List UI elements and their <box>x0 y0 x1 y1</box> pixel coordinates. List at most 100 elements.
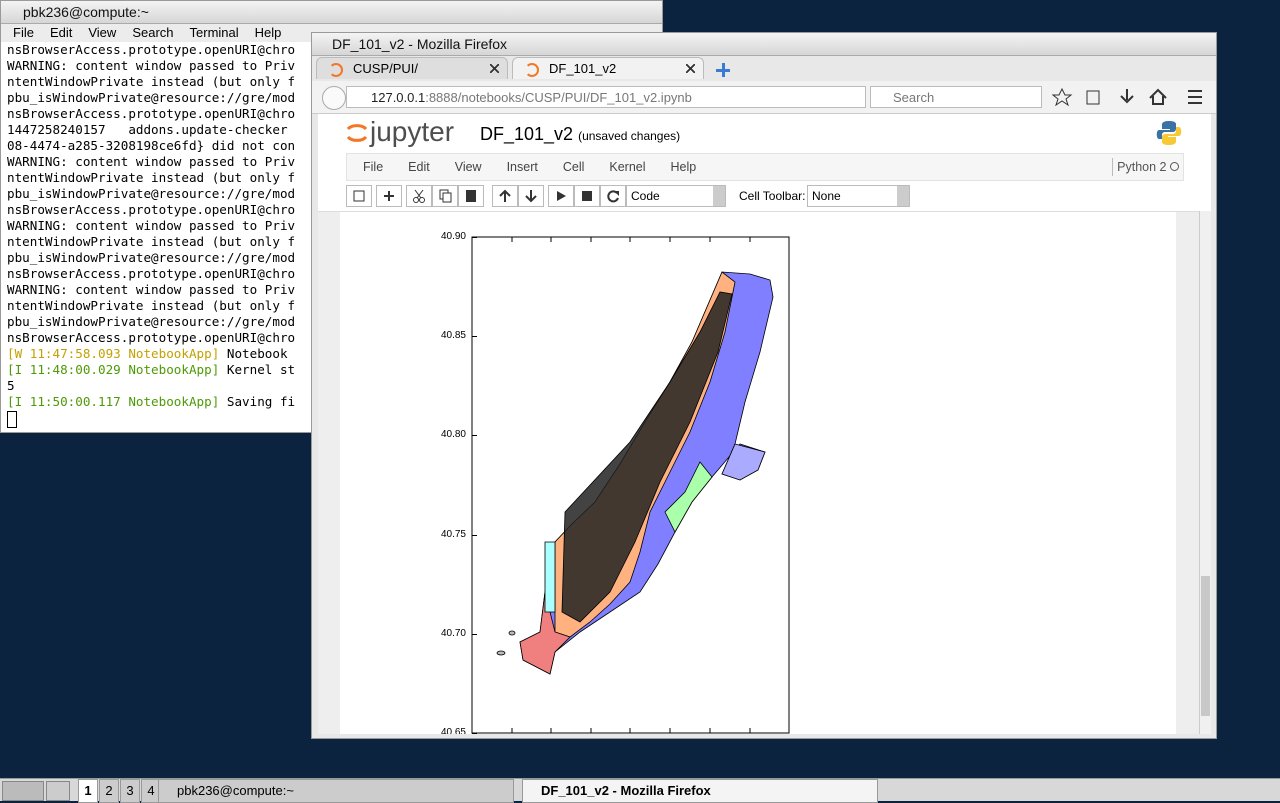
interrupt-button[interactable] <box>574 185 600 207</box>
firefox-titlebar: DF_101_v2 - Mozilla Firefox <box>312 33 1216 56</box>
terminal-titlebar: pbk236@compute:~ <box>1 1 662 24</box>
scrollbar-thumb[interactable] <box>1201 576 1210 716</box>
scrollbar[interactable] <box>1199 211 1211 734</box>
log-tag: [I 11:50:00.117 NotebookApp] <box>7 394 220 409</box>
home-icon[interactable] <box>1149 88 1167 105</box>
log-text: 1447258240157 addons.update-checker <box>7 122 296 137</box>
log-text: Saving fi <box>219 394 296 409</box>
search-placeholder: Search <box>893 90 935 105</box>
terminal-line: nsBrowserAccess.prototype.openURI@chro <box>7 202 662 218</box>
jupyter-logo[interactable]: jupyter <box>370 116 455 147</box>
menu-item[interactable]: Edit <box>408 160 430 174</box>
log-text: 5 <box>7 378 15 393</box>
run-button[interactable] <box>548 185 574 207</box>
url-bar[interactable]: 127.0.0.1:8888/notebooks/CUSP/PUI/DF_101… <box>346 86 866 108</box>
cell-toolbar-label: Cell Toolbar: <box>739 189 806 203</box>
insert-cell-button[interactable] <box>376 185 402 207</box>
tab-title[interactable]: CUSP/PUI/ <box>353 61 419 76</box>
task-button[interactable]: DF_101_v2 - Mozilla Firefox <box>522 779 878 803</box>
terminal-line: [W 11:47:58.093 NotebookApp] Notebook <box>7 346 662 362</box>
nav-bar: 127.0.0.1:8888/notebooks/CUSP/PUI/DF_101… <box>312 81 1216 114</box>
cell-type-select[interactable]: Code <box>626 185 726 207</box>
y-tick <box>472 633 477 635</box>
browser-tab[interactable]: DF_101_v2 <box>512 57 704 79</box>
menu-item[interactable]: Help <box>254 25 282 40</box>
terminal-title: pbk236@compute:~ <box>23 4 149 20</box>
new-tab-button[interactable] <box>716 63 730 77</box>
task-list: pbk236@compute:~ DF_101_v2 - Mozilla Fire… <box>158 779 886 803</box>
cut-button[interactable] <box>406 185 432 207</box>
workspace-button[interactable]: 3 <box>120 779 140 803</box>
log-tag: [W 11:47:58.093 NotebookApp] <box>7 346 220 361</box>
terminal-line: pbu_isWindowPrivate@resource://gre/mod <box>7 186 662 202</box>
log-text: Notebook <box>219 346 296 361</box>
log-tag: [I 11:48:00.029 NotebookApp] <box>7 362 220 377</box>
y-tick-label: 40.75 <box>440 528 466 540</box>
log-text: ntentWindowPrivate instead (but only f <box>7 74 296 89</box>
menu-item[interactable]: Insert <box>506 160 538 174</box>
menu-item[interactable]: Search <box>132 25 174 40</box>
notebook-area: 40.90 40.85 40.80 40.75 40.70 40.65 <box>318 211 1199 734</box>
workspace-button[interactable]: 1 <box>78 779 98 803</box>
library-icon[interactable] <box>1086 90 1100 105</box>
menu-item[interactable]: View <box>454 160 482 174</box>
browser-tab[interactable]: CUSP/PUI/ <box>316 57 508 79</box>
back-button[interactable] <box>322 86 346 110</box>
move-up-button[interactable] <box>492 185 518 207</box>
log-text: pbu_isWindowPrivate@resource://gre/mod <box>7 250 296 265</box>
tab-title[interactable]: DF_101_v2 <box>549 61 617 76</box>
tab-close[interactable] <box>686 64 695 73</box>
menu-icon[interactable] <box>1188 90 1202 104</box>
menu-item[interactable]: Terminal <box>189 25 239 40</box>
menu-item[interactable]: Edit <box>49 25 73 40</box>
log-text: Kernel st <box>219 362 296 377</box>
y-tick-label: 40.70 <box>440 627 466 639</box>
firefox-title: DF_101_v2 - Mozilla Firefox <box>332 36 508 52</box>
task-button[interactable]: pbk236@compute:~ <box>158 779 514 803</box>
restart-button[interactable] <box>600 185 626 207</box>
menu-item[interactable]: Help <box>670 160 697 174</box>
menu-item[interactable]: Cell <box>562 160 585 174</box>
cell-type: Code <box>631 189 660 203</box>
menu-item[interactable]: Kernel <box>609 160 646 174</box>
cell-toolbar-select[interactable]: None <box>807 185 910 207</box>
menu-item[interactable]: File <box>363 160 384 174</box>
firefox-window: DF_101_v2 - Mozilla Firefox CUSP/PUI/DF_… <box>311 32 1217 739</box>
log-text: ntentWindowPrivate instead (but only f <box>7 170 296 185</box>
terminal-line: [I 11:48:00.029 NotebookApp] Kernel st <box>7 362 662 378</box>
menu-item[interactable]: View <box>88 25 117 40</box>
log-text: nsBrowserAccess.prototype.openURI@chro <box>7 266 296 281</box>
url-host: 127.0.0.1 <box>371 90 426 105</box>
download-icon[interactable] <box>1120 89 1134 104</box>
terminal-line: ntentWindowPrivate instead (but only f <box>7 74 662 90</box>
log-text: pbu_isWindowPrivate@resource://gre/mod <box>7 314 296 329</box>
save-button[interactable] <box>346 185 372 207</box>
notebook-title[interactable]: DF_101_v2 <box>480 124 574 144</box>
terminal-line: [I 11:50:00.117 NotebookApp] Saving fi <box>7 394 662 410</box>
bookmark-icon[interactable] <box>1052 87 1073 107</box>
log-text: WARNING: content window passed to Priv <box>7 218 296 233</box>
window-list-button[interactable] <box>46 781 70 801</box>
terminal-line: 1447258240157 addons.update-checker <box>7 122 662 138</box>
y-tick-label: 40.80 <box>440 429 466 441</box>
start-button[interactable] <box>2 781 44 801</box>
tab-icon <box>525 63 539 77</box>
workspace-button[interactable]: 2 <box>99 779 119 803</box>
terminal-line: nsBrowserAccess.prototype.openURI@chro <box>7 330 662 346</box>
tab-close[interactable] <box>490 64 499 73</box>
tab-bar: CUSP/PUI/DF_101_v2 <box>316 55 1206 80</box>
notebook-name[interactable]: DF_101_v2 (unsaved changes) <box>480 123 680 147</box>
web-content: jupyter DF_101_v2 (unsaved changes) File… <box>318 114 1211 734</box>
log-text: ntentWindowPrivate instead (but only f <box>7 234 296 249</box>
log-text: nsBrowserAccess.prototype.openURI@chro <box>7 202 296 217</box>
jupyter-icon <box>346 124 368 142</box>
cell-toolbar-value: None <box>812 189 841 203</box>
copy-button[interactable] <box>432 185 458 207</box>
menu-item[interactable]: File <box>13 25 34 40</box>
search-box[interactable]: Search <box>870 86 1042 108</box>
save-status: (unsaved changes) <box>578 129 681 143</box>
paste-button[interactable] <box>458 185 484 207</box>
kernel-indicator: Python 2 <box>1112 158 1179 176</box>
move-down-button[interactable] <box>518 185 544 207</box>
